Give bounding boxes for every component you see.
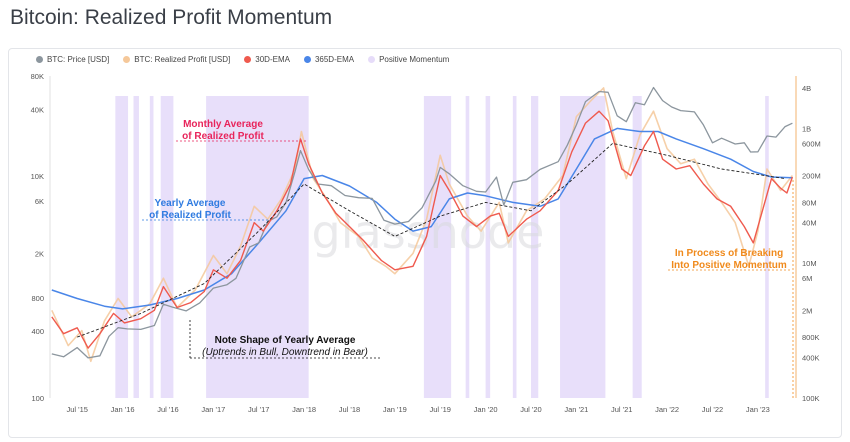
momentum-bands-layer bbox=[115, 96, 769, 398]
y-right-tick-label: 6M bbox=[802, 274, 812, 283]
legend-swatch-positive-momentum bbox=[368, 56, 376, 63]
y-left-tick-label: 400 bbox=[31, 327, 44, 336]
annotation-breaking: In Process of Breaking Into Positive Mom… bbox=[668, 180, 794, 400]
annotation-monthly-line1: Monthly Average bbox=[183, 119, 263, 130]
y-right-tick-label: 200M bbox=[802, 172, 821, 181]
legend-label-realized-profit: BTC: Realized Profit [USD] bbox=[134, 55, 231, 64]
annotation-shape-line1: Note Shape of Yearly Average bbox=[215, 335, 356, 346]
annotation-breaking-line2: Into Positive Momentum bbox=[671, 260, 787, 271]
ema-30d-line bbox=[51, 110, 794, 349]
y-right-tick-label: 400K bbox=[802, 353, 820, 362]
legend-item-price[interactable]: BTC: Price [USD] bbox=[36, 55, 109, 64]
annotation-shape-line2: (Uptrends in Bull, Downtrend in Bear) bbox=[202, 347, 368, 358]
legend-label-365d-ema: 365D-EMA bbox=[314, 55, 355, 64]
price-line bbox=[51, 86, 793, 359]
x-tick-label: Jul '21 bbox=[611, 405, 632, 414]
momentum-band bbox=[206, 96, 309, 398]
y-right-tick-label: 4B bbox=[802, 84, 811, 93]
y-right-tick-label: 100K bbox=[802, 394, 820, 403]
y-right-tick-label: 600M bbox=[802, 139, 821, 148]
y-left-tick-label: 6K bbox=[35, 197, 44, 206]
y-right-tick-label: 40M bbox=[802, 219, 817, 228]
x-tick-label: Jan '19 bbox=[383, 405, 407, 414]
x-tick-label: Jan '18 bbox=[292, 405, 316, 414]
trend-layer bbox=[77, 142, 786, 338]
x-tick-label: Jul '15 bbox=[66, 405, 87, 414]
legend-item-30d-ema[interactable]: 30D-EMA bbox=[244, 55, 290, 64]
x-tick-label: Jul '17 bbox=[248, 405, 269, 414]
trend-line bbox=[77, 142, 786, 338]
momentum-band bbox=[465, 96, 470, 398]
annotation-yearly-line2: of Realized Profit bbox=[149, 210, 231, 221]
x-tick-label: Jul '16 bbox=[157, 405, 178, 414]
legend-swatch-365d-ema bbox=[303, 56, 311, 63]
legend-item-positive-momentum[interactable]: Positive Momentum bbox=[368, 55, 449, 64]
y-left-tick-label: 2K bbox=[35, 250, 44, 259]
legend-item-365d-ema[interactable]: 365D-EMA bbox=[303, 55, 355, 64]
momentum-band bbox=[632, 96, 642, 398]
annotation-breaking-line1: In Process of Breaking bbox=[675, 248, 783, 259]
x-tick-label: Jan '22 bbox=[655, 405, 679, 414]
x-tick-label: Jan '21 bbox=[564, 405, 588, 414]
page-title: Bitcoin: Realized Profit Momentum bbox=[10, 6, 333, 29]
y-left-tick-label: 800 bbox=[31, 294, 44, 303]
annotation-yearly-line1: Yearly Average bbox=[155, 198, 226, 209]
annotation-yearly: Yearly Average of Realized Profit bbox=[142, 198, 270, 221]
x-tick-label: Jan '23 bbox=[746, 405, 770, 414]
y-right-tick-label: 800K bbox=[802, 333, 820, 342]
x-tick-label: Jan '16 bbox=[111, 405, 135, 414]
momentum-band bbox=[149, 96, 154, 398]
ema-365d-line bbox=[51, 127, 793, 310]
legend-label-price: BTC: Price [USD] bbox=[47, 55, 110, 64]
y-left-tick-label: 80K bbox=[31, 72, 44, 81]
legend-swatch-realized-profit bbox=[123, 56, 131, 63]
annotation-monthly-line2: of Realized Profit bbox=[182, 131, 264, 142]
x-tick-label: Jul '19 bbox=[430, 405, 451, 414]
x-tick-label: Jan '20 bbox=[474, 405, 498, 414]
y-right-tick-label: 10M bbox=[802, 259, 817, 268]
y-left-tick-label: 40K bbox=[31, 105, 44, 114]
momentum-band bbox=[160, 96, 174, 398]
momentum-band bbox=[485, 96, 491, 398]
series-layer bbox=[51, 86, 794, 363]
axes-layer: 100 400 800 2K 6K 10K 40K 80K 100K 400K 800K 2M 6M 10… bbox=[31, 72, 821, 414]
y-left-tick-label: 100 bbox=[31, 394, 44, 403]
y-right-tick-label: 80M bbox=[802, 198, 817, 207]
legend-swatch-price bbox=[36, 56, 43, 63]
momentum-band bbox=[423, 96, 452, 398]
y-right-tick-label: 1B bbox=[802, 124, 811, 133]
x-tick-label: Jul '20 bbox=[520, 405, 541, 414]
momentum-band bbox=[512, 96, 517, 398]
y-left-tick-label: 10K bbox=[31, 172, 44, 181]
momentum-band bbox=[133, 96, 139, 398]
momentum-band bbox=[115, 96, 129, 398]
x-tick-label: Jul '18 bbox=[339, 405, 360, 414]
legend-label-positive-momentum: Positive Momentum bbox=[379, 55, 450, 64]
annotation-shape: Note Shape of Yearly Average (Uptrends i… bbox=[189, 320, 380, 359]
legend-item-realized-profit[interactable]: BTC: Realized Profit [USD] bbox=[123, 55, 230, 64]
momentum-band bbox=[560, 96, 606, 398]
momentum-band bbox=[765, 96, 769, 398]
legend-label-30d-ema: 30D-EMA bbox=[255, 55, 290, 64]
chart-legend: BTC: Price [USD] BTC: Realized Profit [U… bbox=[36, 55, 449, 64]
annotation-monthly: Monthly Average of Realized Profit bbox=[176, 119, 306, 142]
momentum-band bbox=[530, 96, 539, 398]
x-tick-label: Jul '22 bbox=[702, 405, 723, 414]
legend-swatch-30d-ema bbox=[244, 56, 252, 63]
y-right-tick-label: 2M bbox=[802, 306, 812, 315]
x-tick-label: Jan '17 bbox=[201, 405, 225, 414]
